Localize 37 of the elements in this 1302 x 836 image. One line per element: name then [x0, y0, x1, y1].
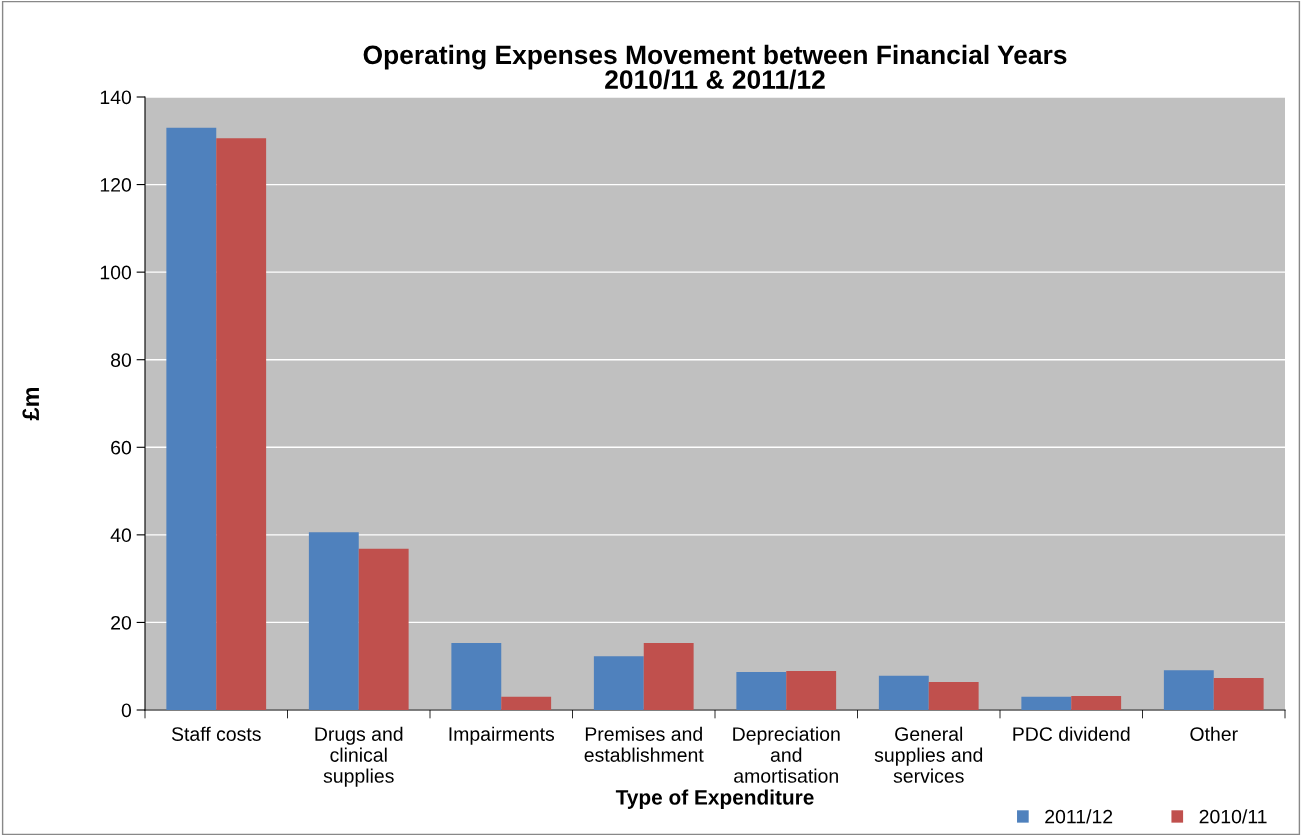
- bar: [878, 675, 929, 710]
- x-tick-label: Impairments: [449, 726, 555, 745]
- y-tick-label: 60: [111, 440, 132, 455]
- bar: [1213, 678, 1264, 710]
- bar: [593, 656, 644, 710]
- bar: [736, 671, 787, 710]
- x-axis-title: Type of Expenditure: [615, 789, 814, 809]
- x-tick-label: Depreciation and amortisation: [733, 726, 840, 783]
- bar: [216, 138, 267, 710]
- chart-title: Operating Expenses Movement between Financial Years 2010/11 & 2011/12: [363, 44, 1067, 90]
- x-tick-label: Drugs and clinical supplies: [315, 726, 403, 787]
- y-tick-label: 40: [110, 528, 132, 543]
- y-tick-label: 80: [111, 353, 132, 367]
- legend-label: 2011/12: [1045, 809, 1113, 824]
- y-tick-label: 120: [100, 178, 132, 192]
- bar: [166, 127, 217, 710]
- bar: [643, 643, 694, 710]
- bar: [786, 671, 837, 710]
- x-tick-label: Staff costs: [171, 726, 261, 741]
- y-tick-label: 20: [111, 615, 132, 630]
- bar: [308, 532, 359, 710]
- bar: [501, 696, 552, 710]
- legend-label: 2010/11: [1199, 809, 1267, 824]
- y-tick-label: 0: [121, 703, 132, 718]
- bar: [1071, 695, 1122, 710]
- bar: [451, 643, 502, 710]
- bar: [358, 548, 409, 710]
- y-axis-title: £m: [22, 387, 39, 421]
- y-tick-label: 140: [100, 90, 132, 105]
- bar: [928, 681, 979, 710]
- x-tick-label: Premises and establishment: [584, 726, 704, 762]
- x-tick-label: Other: [1190, 726, 1238, 741]
- y-tick-label: 100: [100, 265, 132, 280]
- x-tick-label: PDC dividend: [1013, 726, 1130, 741]
- bar: [1021, 696, 1072, 710]
- x-tick-label: General supplies and services: [874, 726, 983, 783]
- bar: [1163, 670, 1214, 710]
